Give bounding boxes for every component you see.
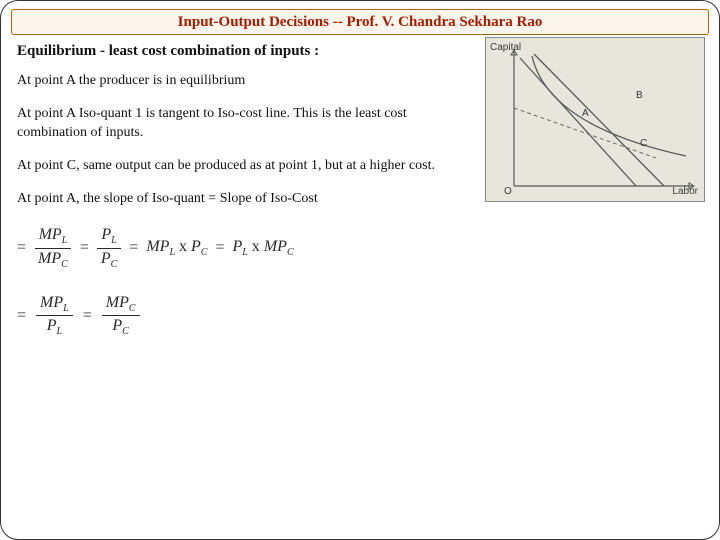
page-title: Input-Output Decisions -- Prof. V. Chand… (178, 14, 543, 30)
graph-svg: A B C (486, 38, 706, 203)
eq1-rhs2: PL x MPC (232, 238, 293, 258)
p1-prefix: At point A (17, 73, 79, 88)
eq1-frac1: MPL MPC (34, 226, 72, 269)
isoquant-graph: A B C Capital Labor O (485, 37, 705, 202)
graph-ylabel: Capital (490, 42, 521, 53)
equation-1: = MPL MPC = PL PC = MPL x PC = PL x MPC (17, 226, 703, 269)
title-bar: Input-Output Decisions -- Prof. V. Chand… (11, 9, 709, 35)
paragraph-3: At point C, same output can be produced … (17, 157, 447, 176)
eq2-frac-a: MPL PL (36, 294, 73, 337)
eq1-rhs1: MPL x PC (146, 238, 207, 258)
paragraph-4: At point A, the slope of Iso-quant = Slo… (17, 190, 447, 209)
eq1-frac2: PL PC (97, 226, 121, 269)
eq2-frac-b: MPC PC (102, 294, 140, 337)
svg-text:B: B (636, 90, 643, 101)
graph-xlabel: Labor (672, 186, 698, 197)
svg-text:C: C (640, 138, 647, 149)
paragraph-2: At point A Iso-quant 1 is tangent to Iso… (17, 105, 447, 143)
graph-origin-label: O (504, 186, 512, 197)
paragraph-1: At point A the producer is in equilibriu… (17, 72, 447, 91)
equation-2: = MPL PL = MPC PC (17, 294, 703, 337)
content-area: Equilibrium - least cost combination of … (1, 35, 719, 337)
p1-rest: the producer is in equilibrium (79, 73, 245, 88)
svg-text:A: A (582, 108, 589, 119)
